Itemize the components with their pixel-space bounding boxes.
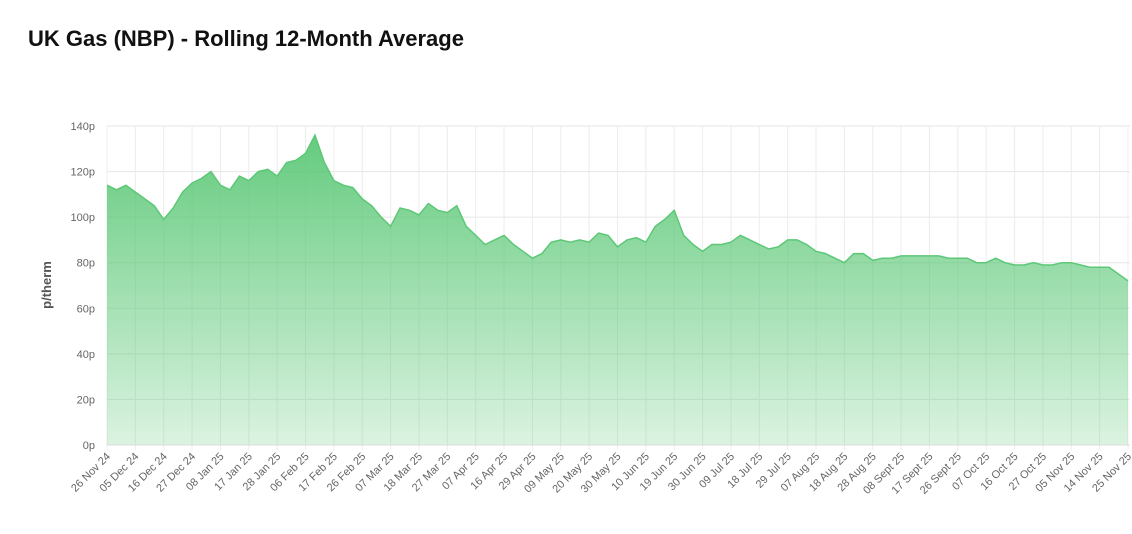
y-tick-label: 80p bbox=[77, 258, 95, 270]
chart-title: UK Gas (NBP) - Rolling 12-Month Average bbox=[28, 26, 464, 51]
y-tick-label: 120p bbox=[71, 167, 95, 179]
y-tick-label: 20p bbox=[77, 394, 95, 406]
y-tick-label: 0p bbox=[83, 440, 95, 452]
y-tick-label: 140p bbox=[71, 121, 95, 133]
y-tick-label: 100p bbox=[71, 212, 95, 224]
y-tick-label: 40p bbox=[77, 349, 95, 361]
y-tick-label: 60p bbox=[77, 303, 95, 315]
y-axis-label: p/therm bbox=[39, 261, 54, 309]
line bbox=[106, 133, 1129, 282]
area bbox=[107, 135, 1128, 445]
